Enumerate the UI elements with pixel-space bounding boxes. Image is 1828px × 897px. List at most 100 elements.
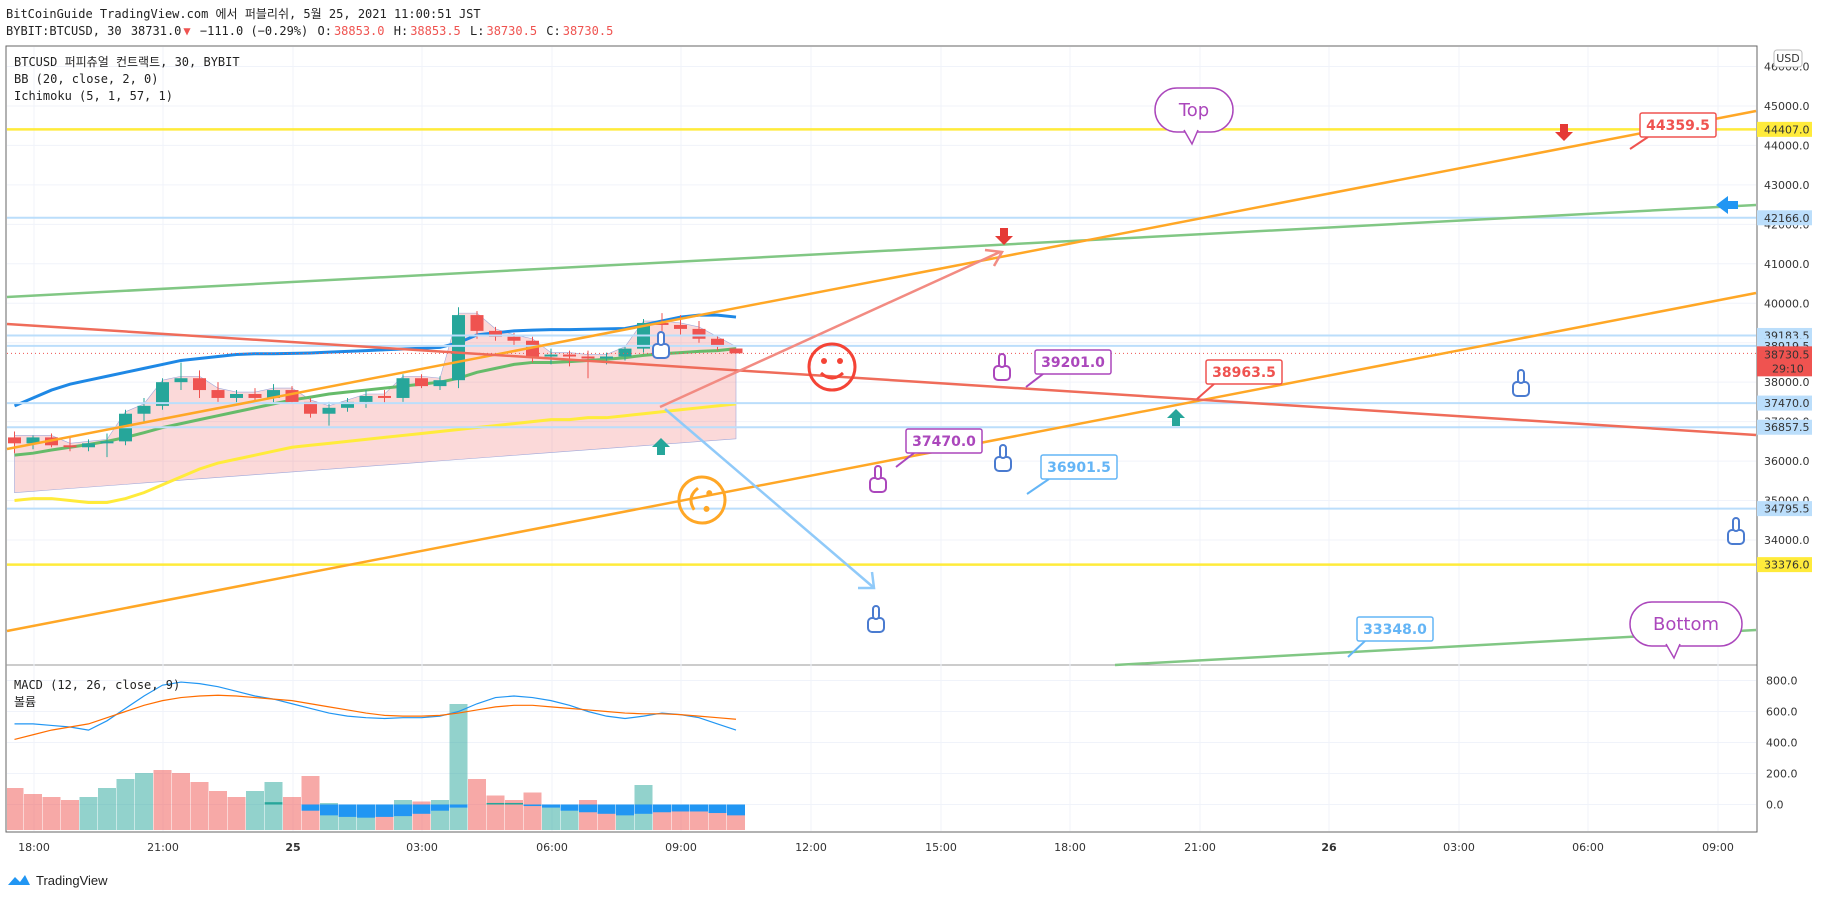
macd-histogram-bar[interactable] xyxy=(357,804,375,818)
volume-bar[interactable] xyxy=(98,788,116,830)
pointing-hand-icon[interactable] xyxy=(867,605,885,633)
pointing-hand-icon[interactable] xyxy=(1512,369,1530,397)
pointing-hand-icon[interactable] xyxy=(1727,517,1745,545)
candle[interactable] xyxy=(137,397,151,422)
green-trendline[interactable] xyxy=(6,203,1757,299)
candle[interactable] xyxy=(396,374,410,402)
volume-bar[interactable] xyxy=(246,791,264,830)
volume-bar[interactable] xyxy=(209,791,227,830)
candle[interactable] xyxy=(193,370,206,398)
volume-bar[interactable] xyxy=(190,782,209,830)
macd-line[interactable] xyxy=(14,681,737,731)
volume-bar[interactable] xyxy=(264,782,283,830)
macd-histogram-bar[interactable] xyxy=(486,802,505,805)
candle[interactable] xyxy=(63,437,77,452)
macd-histogram-bar[interactable] xyxy=(671,804,690,812)
macd-histogram-bar[interactable] xyxy=(412,804,431,814)
price-pane[interactable] xyxy=(8,307,743,505)
candle[interactable] xyxy=(230,390,243,404)
volume-bar[interactable] xyxy=(42,797,61,830)
macd-pane[interactable] xyxy=(6,681,746,831)
volume-bar[interactable] xyxy=(116,779,135,830)
volume-bar[interactable] xyxy=(523,792,542,831)
smiley-icon[interactable] xyxy=(807,342,857,392)
volume-bar[interactable] xyxy=(468,779,486,830)
orange-trendline-upper[interactable] xyxy=(6,109,1757,451)
candle[interactable] xyxy=(729,348,743,354)
volume-bar[interactable] xyxy=(227,797,246,830)
candle[interactable] xyxy=(174,362,188,391)
candle[interactable] xyxy=(211,382,225,402)
macd-histogram-bar[interactable] xyxy=(616,804,634,816)
candle[interactable] xyxy=(322,401,336,426)
top-note-bubble[interactable]: Top xyxy=(1154,87,1234,146)
candle[interactable] xyxy=(692,321,706,343)
price-axis[interactable]: 34000.035000.036000.037000.038000.039000… xyxy=(1757,61,1812,812)
candle[interactable] xyxy=(156,378,169,410)
bottom-note-bubble[interactable]: Bottom xyxy=(1629,601,1743,660)
macd-histogram-bar[interactable] xyxy=(690,804,708,812)
volume-bar[interactable] xyxy=(597,809,616,830)
candle[interactable] xyxy=(267,384,280,404)
macd-histogram-bar[interactable] xyxy=(523,804,542,807)
left-arrow-marker-icon[interactable] xyxy=(1716,196,1738,214)
down-arrow-projection[interactable] xyxy=(664,408,874,588)
volume-bar[interactable] xyxy=(690,807,708,831)
macd-histogram-bar[interactable] xyxy=(505,802,523,805)
macd-histogram-bar[interactable] xyxy=(727,804,745,816)
pointing-hand-icon[interactable] xyxy=(869,465,887,493)
volume-bar[interactable] xyxy=(449,704,468,830)
price-callout[interactable]: 37470.0 xyxy=(895,428,983,468)
price-callout[interactable]: 39201.0 xyxy=(1025,349,1112,388)
candle[interactable] xyxy=(26,435,40,450)
price-callout[interactable]: 33348.0 xyxy=(1347,616,1434,658)
volume-bar[interactable] xyxy=(135,773,153,830)
candle[interactable] xyxy=(341,397,354,412)
up-arrow-marker-icon[interactable] xyxy=(652,438,670,455)
down-arrow-marker-icon[interactable] xyxy=(1555,124,1573,141)
drawings-layer[interactable]: 44359.5 39201.0 38963.5 37470.0 36901.5 33348… xyxy=(6,87,1757,667)
candle[interactable] xyxy=(100,433,114,458)
pointing-hand-icon[interactable] xyxy=(993,353,1011,381)
macd-histogram-bar[interactable] xyxy=(301,804,320,811)
volume-bar[interactable] xyxy=(486,795,505,831)
volume-bar[interactable] xyxy=(61,800,79,830)
candle[interactable] xyxy=(452,307,465,389)
macd-histogram-bar[interactable] xyxy=(708,804,727,814)
volume-bar[interactable] xyxy=(671,807,690,831)
macd-histogram-bar[interactable] xyxy=(264,802,283,805)
macd-histogram-bar[interactable] xyxy=(653,804,671,813)
macd-histogram-bar[interactable] xyxy=(394,804,412,817)
smiley-rotated-icon[interactable] xyxy=(675,473,728,526)
macd-histogram-bar[interactable] xyxy=(560,804,579,811)
volume-bar[interactable] xyxy=(79,797,98,830)
candle[interactable] xyxy=(8,431,21,454)
candle[interactable] xyxy=(248,388,262,402)
red-trendline[interactable] xyxy=(6,322,1757,437)
macd-histogram-bar[interactable] xyxy=(338,804,357,817)
candle[interactable] xyxy=(304,397,317,418)
price-callout[interactable]: 36901.5 xyxy=(1026,454,1118,495)
candle[interactable] xyxy=(711,334,724,351)
candle[interactable] xyxy=(470,311,484,339)
candle[interactable] xyxy=(415,374,428,389)
macd-histogram-bar[interactable] xyxy=(449,804,468,808)
volume-bar[interactable] xyxy=(727,813,745,831)
candle[interactable] xyxy=(618,346,632,361)
volume-bar[interactable] xyxy=(542,804,560,831)
up-arrow-marker-icon[interactable] xyxy=(1167,409,1185,426)
volume-bar[interactable] xyxy=(708,810,727,831)
candle[interactable] xyxy=(378,390,391,404)
macd-histogram-bar[interactable] xyxy=(320,804,338,816)
up-arrow-projection[interactable] xyxy=(659,250,1001,409)
candle[interactable] xyxy=(359,390,373,408)
price-callout[interactable]: 44359.5 xyxy=(1629,112,1717,150)
macd-histogram-bar[interactable] xyxy=(431,804,449,811)
volume-bar[interactable] xyxy=(505,800,523,830)
candle[interactable] xyxy=(82,439,95,452)
volume-bar[interactable] xyxy=(560,807,579,831)
orange-trendline-lower[interactable] xyxy=(6,291,1757,633)
candle[interactable] xyxy=(581,350,595,379)
price-callout[interactable]: 38963.5 xyxy=(1196,359,1283,400)
